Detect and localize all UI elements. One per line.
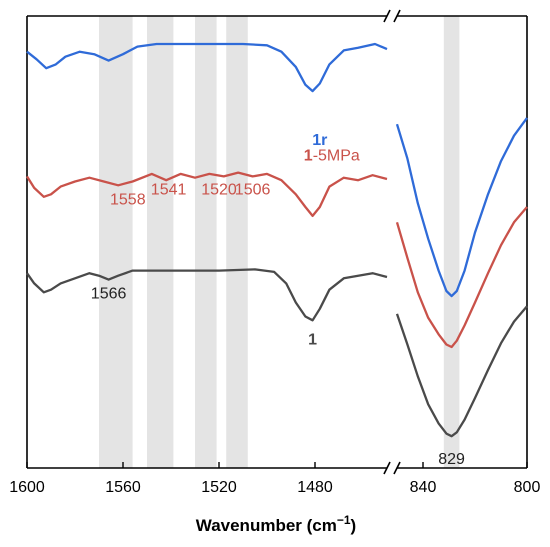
series-line-1-5MPa [26,171,388,218]
x-tick-label: 800 [514,479,541,496]
highlight-band [99,16,133,468]
x-axis-title-part: ) [351,516,357,535]
highlight-band [195,16,217,468]
peak-annotation: 1520 [201,181,237,198]
series-label-1-5MPa: 1-5MPa [304,148,360,165]
x-tick-label: 840 [410,479,437,496]
x-tick-label: 1600 [9,479,45,496]
series-line-1r [26,42,388,93]
highlight-band [147,16,174,468]
series-line-1 [395,305,528,438]
series-label-part: r [321,132,327,149]
peak-annotation: 1541 [151,181,187,198]
series-label-part: -5MPa [313,148,360,165]
highlight-band [226,16,248,468]
peak-annotation: 1566 [91,286,127,303]
series-label-part: 1 [308,331,317,348]
series-line-1-5MPa [395,206,528,349]
series-line-1 [26,268,388,322]
axis-break-mark [393,9,401,23]
series-label-1r: 1r [312,132,327,149]
axis-break-mark [383,461,391,475]
axes [26,9,528,475]
x-tick-label: 1560 [105,479,141,496]
series-label-1: 1 [308,331,317,348]
axis-break-mark [383,9,391,23]
x-axis-title: Wavenumber (cm−1) [196,513,356,535]
x-axis-ticks: 1600 1560 1520 1480 840 800 [9,462,540,496]
peak-annotation: 1506 [235,181,271,198]
series-label-part: 1 [304,148,313,165]
peak-annotation: 829 [438,451,465,468]
x-tick-label: 1520 [201,479,237,496]
highlight-band [443,16,460,468]
axis-break-mark [393,461,401,475]
x-axis-title-superscript: −1 [337,513,351,527]
series-lines [26,42,528,438]
series-line-1r [395,117,528,298]
x-axis-title-part: Wavenumber (cm [196,516,337,535]
highlight-bands [99,16,460,468]
x-tick-label: 1480 [297,479,333,496]
series-label-part: 1 [312,132,321,149]
peak-annotation: 1558 [110,191,146,208]
